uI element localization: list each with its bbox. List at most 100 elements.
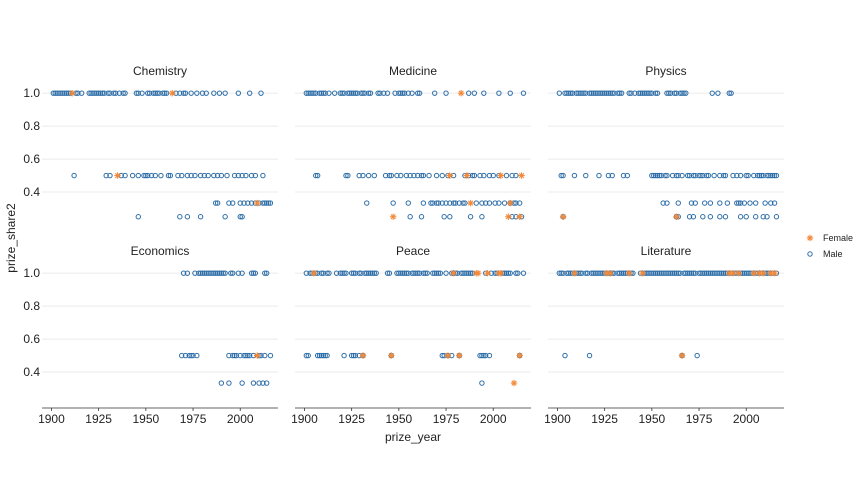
point-male <box>339 90 345 96</box>
x-tick-label: 1925 <box>85 412 112 426</box>
point-male <box>364 200 370 206</box>
point-male <box>443 90 449 96</box>
point-male <box>358 90 364 96</box>
point-male <box>696 172 702 179</box>
point-male <box>241 352 247 359</box>
point-male <box>256 380 262 386</box>
point-male <box>762 200 768 206</box>
point-male <box>654 270 661 276</box>
point-male <box>700 270 706 276</box>
point-male <box>305 90 311 96</box>
point-male <box>415 172 421 179</box>
point-male <box>439 172 445 179</box>
point-male <box>681 270 687 276</box>
point-male <box>239 214 245 220</box>
point-female <box>463 172 471 179</box>
point-male <box>267 200 274 206</box>
point-male <box>162 90 168 96</box>
point-male <box>745 270 751 276</box>
point-male <box>639 90 646 96</box>
point-male <box>135 214 141 220</box>
point-male <box>571 172 578 179</box>
point-male <box>313 90 319 96</box>
point-male <box>111 90 117 96</box>
point-male <box>416 90 423 96</box>
point-male <box>405 200 411 206</box>
point-male <box>347 90 353 96</box>
point-male <box>671 90 678 96</box>
point-male <box>63 90 70 96</box>
x-tick-label: 2000 <box>480 412 507 426</box>
point-male <box>673 270 680 276</box>
point-male <box>371 172 377 179</box>
point-male <box>752 214 759 220</box>
point-male <box>660 200 666 206</box>
point-male <box>583 90 589 96</box>
point-male <box>690 270 697 276</box>
point-female <box>484 269 491 277</box>
point-male <box>226 352 232 359</box>
point-male <box>388 172 394 179</box>
point-male <box>692 172 698 179</box>
point-male <box>224 172 230 179</box>
point-male <box>707 270 714 276</box>
point-male <box>501 200 508 206</box>
point-male <box>586 352 593 359</box>
point-female <box>69 89 76 97</box>
point-male <box>588 90 595 96</box>
point-male <box>768 200 774 206</box>
point-male <box>260 200 266 206</box>
point-male <box>226 200 232 206</box>
y-tick-label: 1.0 <box>23 86 40 100</box>
point-male <box>213 270 219 276</box>
point-male <box>248 200 255 206</box>
point-female <box>310 269 318 277</box>
point-male <box>222 214 228 220</box>
point-male <box>685 172 691 179</box>
point-male <box>218 380 225 386</box>
point-male <box>367 90 374 96</box>
point-male <box>707 200 714 206</box>
point-male <box>658 270 664 276</box>
point-female <box>457 89 465 97</box>
point-male <box>430 200 436 206</box>
x-tick-label: 1925 <box>338 412 365 426</box>
point-male <box>720 270 727 276</box>
point-male <box>252 270 259 276</box>
point-male <box>592 90 598 96</box>
point-male <box>719 270 725 276</box>
point-male <box>686 270 693 276</box>
point-male <box>209 270 215 276</box>
point-male <box>358 270 364 276</box>
point-male <box>409 90 415 96</box>
series-male <box>556 90 780 220</box>
point-female <box>678 352 686 359</box>
point-male <box>322 90 328 96</box>
point-male <box>54 90 60 96</box>
point-male <box>707 214 714 220</box>
point-female <box>474 269 482 277</box>
point-male <box>654 172 661 179</box>
point-male <box>260 380 266 386</box>
point-male <box>56 90 62 96</box>
point-male <box>481 172 487 179</box>
point-male <box>203 90 209 96</box>
point-male <box>428 200 434 206</box>
point-male <box>715 270 721 276</box>
panel-title-medicine: Medicine <box>389 64 437 78</box>
point-male <box>103 172 109 179</box>
point-male <box>447 200 453 206</box>
point-male <box>479 200 485 206</box>
panel-title-physics: Physics <box>645 64 686 78</box>
point-male <box>194 90 200 96</box>
legend-key-male <box>807 251 813 257</box>
point-male <box>677 270 683 276</box>
point-male <box>460 270 466 276</box>
point-male <box>207 270 213 276</box>
point-male <box>666 270 672 276</box>
point-male <box>717 200 723 206</box>
point-male <box>411 172 417 179</box>
x-axis-title: prize_year <box>385 430 441 444</box>
point-male <box>560 172 566 179</box>
point-male <box>405 270 411 276</box>
